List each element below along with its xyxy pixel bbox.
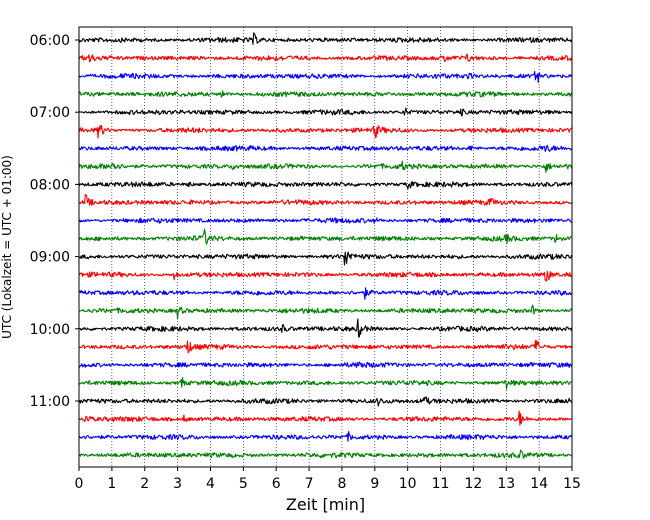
seismic-trace: [78, 70, 573, 84]
seismic-trace: [78, 32, 573, 45]
grid-lines: [111, 27, 540, 467]
y-axis-ticks: 06:00 07:00 08:00 09:00 10:00 11:00: [30, 33, 79, 410]
seismic-trace: [78, 377, 573, 390]
x-tick-label: 14: [530, 476, 548, 492]
x-tick-label: 12: [464, 476, 482, 492]
seismic-trace: [78, 107, 573, 117]
x-tick-label: 2: [140, 476, 149, 492]
x-tick-label: 4: [206, 476, 215, 492]
x-tick-label: 0: [75, 476, 84, 492]
trace-group: [78, 32, 573, 459]
seismic-trace: [78, 251, 573, 266]
x-axis-ticks: 0 1 2 3 4 5 6 7 8 9 10 11 12 13 14 15: [75, 467, 581, 492]
y-tick-label: 10:00: [30, 322, 70, 338]
seismic-trace: [78, 304, 573, 320]
seismic-trace: [78, 217, 573, 224]
seismic-trace: [78, 90, 573, 98]
x-axis-label: Zeit [min]: [286, 495, 365, 514]
seismic-trace: [78, 193, 573, 206]
x-tick-label: 8: [337, 476, 346, 492]
y-tick-label: 08:00: [30, 177, 70, 193]
y-axis-label: UTC (Lokalzeit = UTC + 01:00): [0, 155, 14, 339]
seismic-trace: [78, 449, 573, 459]
seismic-trace: [78, 287, 573, 300]
x-tick-label: 10: [399, 476, 417, 492]
x-tick-label: 15: [563, 476, 581, 492]
x-tick-label: 5: [239, 476, 248, 492]
seismic-trace: [78, 181, 573, 190]
seismic-trace: [78, 144, 573, 152]
x-tick-label: 13: [497, 476, 515, 492]
seismic-trace: [78, 53, 573, 63]
seismic-trace: [78, 318, 573, 338]
seismic-trace: [78, 396, 573, 407]
y-tick-label: 06:00: [30, 33, 70, 49]
seismic-trace: [78, 270, 573, 282]
x-tick-label: 3: [173, 476, 182, 492]
x-tick-label: 7: [305, 476, 314, 492]
x-tick-label: 9: [370, 476, 379, 492]
y-tick-label: 09:00: [30, 250, 70, 266]
plot-frame: [78, 26, 573, 468]
y-tick-label: 11:00: [30, 394, 70, 410]
seismic-trace: [78, 125, 573, 139]
seismic-trace: [78, 160, 573, 173]
y-tick-label: 07:00: [30, 105, 70, 121]
seismic-trace: [78, 340, 573, 354]
seismic-trace: [78, 431, 573, 442]
x-tick-label: 1: [107, 476, 116, 492]
seismic-trace: [78, 361, 573, 368]
seismic-trace: [78, 410, 573, 426]
x-tick-label: 6: [272, 476, 281, 492]
x-tick-label: 11: [432, 476, 450, 492]
seismic-trace: [78, 228, 573, 245]
